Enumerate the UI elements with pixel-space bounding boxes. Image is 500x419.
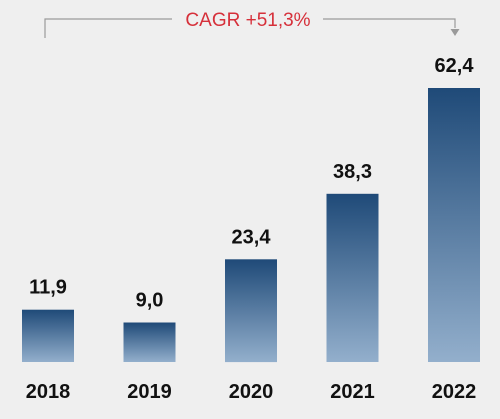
value-labels: 11,9 9,0 23,4 38,3 62,4 [29, 55, 474, 312]
value-label-2022: 62,4 [435, 55, 475, 77]
value-label-2021: 38,3 [333, 161, 372, 183]
bar-2021 [326, 193, 379, 362]
cagr-bracket-line [44, 18, 456, 38]
x-axis-labels: 2018 2019 2020 2021 2022 [26, 381, 477, 403]
cagr-arrow-head [450, 29, 460, 36]
cagr-annotation: CAGR +51,3% [44, 10, 460, 38]
bar-2022 [428, 88, 480, 362]
cagr-label: CAGR +51,3% [185, 10, 310, 31]
value-label-2019: 9,0 [136, 290, 164, 312]
value-label-2020: 23,4 [232, 226, 272, 248]
x-tick-label-2020: 2020 [229, 381, 274, 403]
bar-2018 [22, 309, 74, 362]
x-tick-label-2019: 2019 [127, 381, 172, 403]
x-tick-label-2022: 2022 [432, 381, 477, 403]
bar-2020 [225, 259, 277, 363]
bar-2019 [123, 322, 176, 362]
x-tick-label-2018: 2018 [26, 381, 71, 403]
value-label-2018: 11,9 [29, 277, 67, 299]
x-tick-label-2021: 2021 [330, 381, 375, 403]
bars [22, 88, 480, 363]
